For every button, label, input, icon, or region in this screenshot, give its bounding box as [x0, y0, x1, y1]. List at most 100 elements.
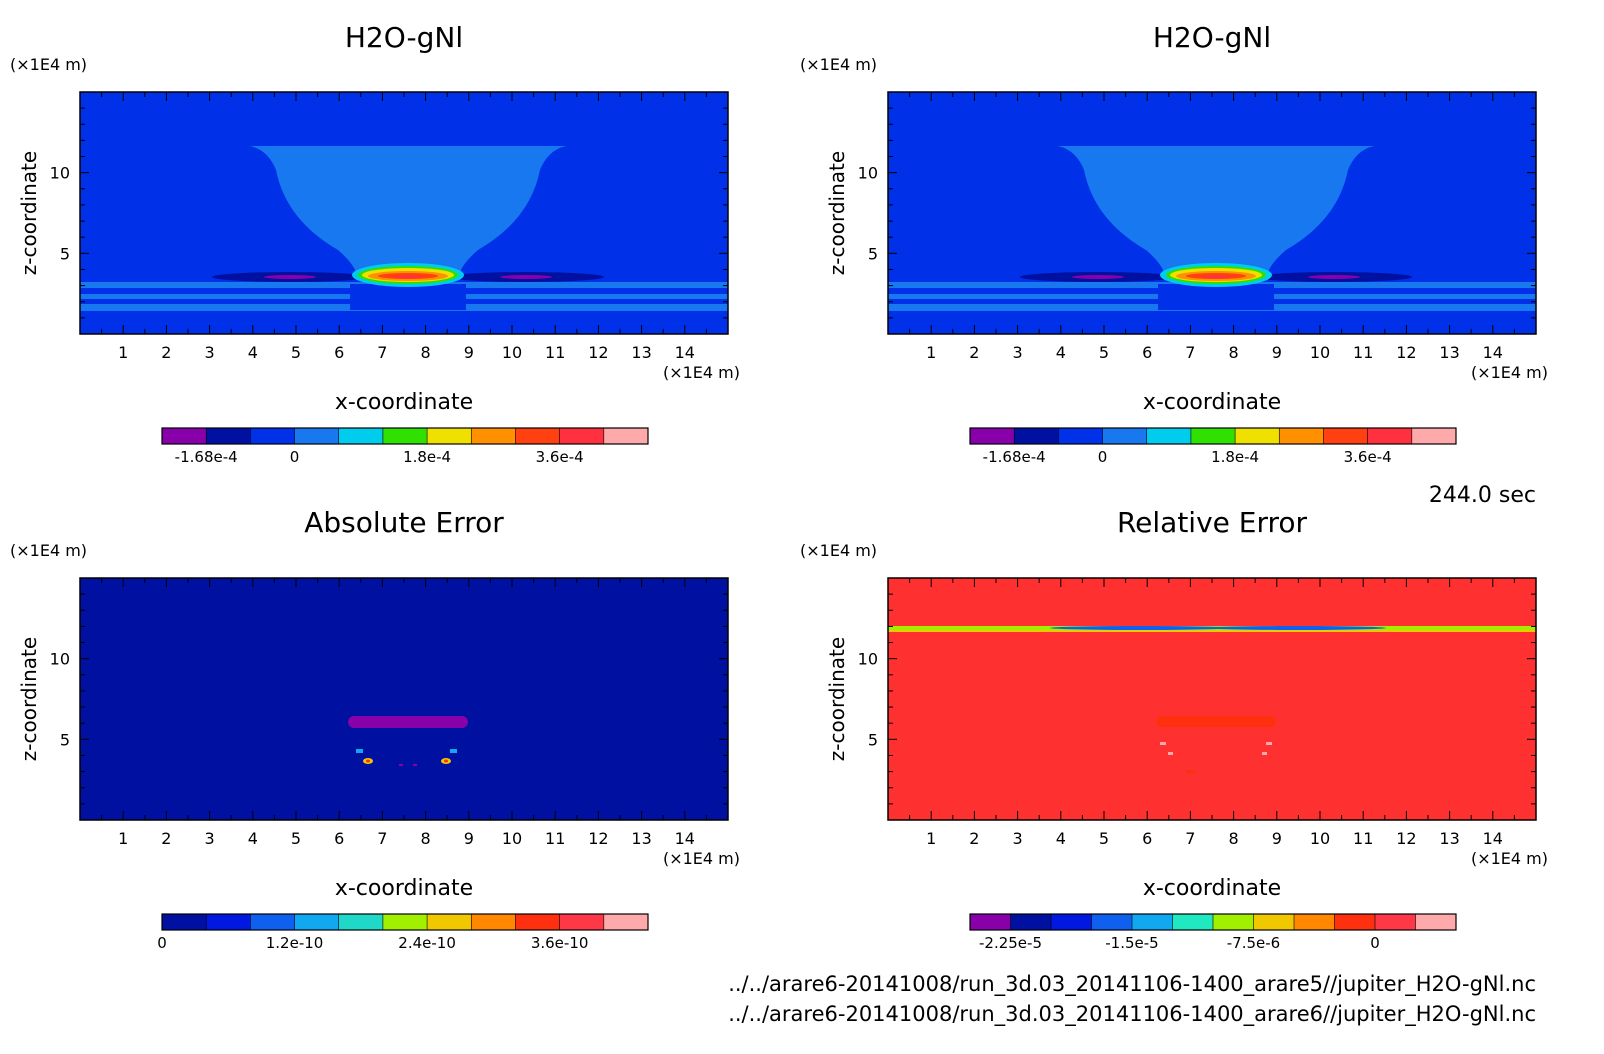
x-tick-label: 6: [1142, 829, 1152, 848]
colorbar-label: 0: [157, 934, 167, 952]
colorbar-label: -7.5e-6: [1227, 934, 1280, 952]
colorbar-swatch: [1091, 914, 1133, 930]
colorbar-swatch: [559, 914, 605, 930]
x-tick-label: 13: [631, 343, 651, 362]
panel-title: Relative Error: [1117, 506, 1308, 539]
x-tick-label: 1: [926, 343, 936, 362]
x-tick-label: 2: [969, 343, 979, 362]
colorbar-swatch: [970, 914, 1011, 930]
y-unit-label: (×1E4 m): [800, 541, 877, 560]
x-tick-label: 14: [675, 343, 695, 362]
y-axis-label: z-coordinate: [825, 151, 849, 275]
x-tick-label: 4: [248, 829, 258, 848]
panel-title: H2O-gNl: [345, 21, 463, 54]
panel-absolute-error: Absolute Error (×1E4 m) 1 2 3 4 5 6 7 8 9 10 11 12 1…: [10, 506, 740, 952]
x-tick-label: 9: [1272, 343, 1282, 362]
colorbar-swatch: [1010, 914, 1052, 930]
x-tick-label: 5: [291, 343, 301, 362]
x-tick-label: 11: [1353, 829, 1373, 848]
colorbar-swatch: [1102, 428, 1148, 444]
x-tick-label: 3: [1013, 343, 1023, 362]
x-tick-label: 4: [1056, 829, 1066, 848]
colorbar-swatch: [603, 428, 649, 444]
x-axis-label: x-coordinate: [335, 876, 473, 901]
colorbar-swatch: [338, 914, 384, 930]
heatmap-field: [80, 92, 728, 334]
heatmap-field: [888, 92, 1536, 334]
colorbar-label: 0: [1098, 448, 1108, 466]
colorbar-swatch: [515, 914, 561, 930]
colorbar-swatch: [294, 428, 340, 444]
x-tick-label: 7: [1185, 343, 1195, 362]
x-tick-label: 12: [588, 343, 608, 362]
colorbar-label: -1.68e-4: [983, 448, 1046, 466]
x-tick-label: 11: [545, 829, 565, 848]
y-tick-label: 5: [868, 730, 878, 749]
x-tick-label: 8: [421, 829, 431, 848]
y-tick-label: 5: [60, 244, 70, 263]
panel-relative-error: Relative Error (×1E4 m) 1 2 3 4 5 6 7 8 9 10 11 12 1…: [800, 506, 1548, 952]
colorbar-swatch: [1146, 428, 1192, 444]
y-tick-label: 10: [50, 650, 70, 669]
panel-title: H2O-gNl: [1153, 21, 1271, 54]
colorbar-label: 0: [1370, 934, 1380, 952]
colorbar-label: 2.4e-10: [398, 934, 456, 952]
x-tick-label: 8: [421, 343, 431, 362]
heatmap-field: [888, 578, 1536, 820]
x-tick-label: 5: [1099, 829, 1109, 848]
y-unit-label: (×1E4 m): [800, 55, 877, 74]
colorbar-swatch: [1334, 914, 1376, 930]
x-tick-label: 10: [1310, 829, 1330, 848]
colorbar-swatch: [1014, 428, 1059, 444]
x-axis-label: x-coordinate: [335, 390, 473, 415]
x-tick-label: 3: [1013, 829, 1023, 848]
colorbar-swatch: [1213, 914, 1254, 930]
x-tick-label: 9: [464, 829, 474, 848]
x-tick-label: 9: [464, 343, 474, 362]
x-tick-label: 5: [1099, 343, 1109, 362]
colorbar-swatch: [382, 428, 428, 444]
x-tick-label: 14: [1483, 829, 1503, 848]
colorbar-swatch: [603, 914, 649, 930]
panel-h2o-left: H2O-gNl (×1E4 m) 1 2 3 4 5 6 7 8 9 10 11 12 13 14510 …: [10, 21, 740, 466]
colorbar-label: 1.8e-4: [1211, 448, 1259, 466]
x-tick-label: 3: [205, 343, 215, 362]
colorbar-label: 1.2e-10: [266, 934, 324, 952]
colorbar-swatch: [1415, 914, 1457, 930]
x-tick-label: 11: [1353, 343, 1373, 362]
colorbar-swatch: [1253, 914, 1295, 930]
colorbar-swatch: [1058, 428, 1104, 444]
x-axis-label: x-coordinate: [1143, 390, 1281, 415]
colorbar-swatch: [1279, 428, 1324, 444]
colorbar-frame: [161, 913, 649, 931]
x-tick-label: 12: [1396, 343, 1416, 362]
x-tick-label: 6: [334, 829, 344, 848]
time-label: 244.0 sec: [1429, 483, 1536, 508]
x-tick-label: 4: [1056, 343, 1066, 362]
x-tick-label: 2: [969, 829, 979, 848]
file-path-line: ../../arare6-20141008/run_3d.03_20141106…: [728, 1002, 1536, 1027]
x-unit-label: (×1E4 m): [1471, 849, 1548, 868]
x-tick-label: 6: [1142, 343, 1152, 362]
x-tick-label: 1: [926, 829, 936, 848]
colorbar-label: -2.25e-5: [979, 934, 1042, 952]
y-tick-label: 5: [60, 730, 70, 749]
colorbar-swatch: [1294, 914, 1335, 930]
colorbar-swatch: [250, 428, 296, 444]
x-tick-label: 11: [545, 343, 565, 362]
x-tick-label: 6: [334, 343, 344, 362]
y-axis-label: z-coordinate: [17, 151, 41, 275]
x-tick-label: 1: [118, 829, 128, 848]
x-tick-label: 9: [1272, 829, 1282, 848]
colorbar-swatch: [338, 428, 384, 444]
colorbar-swatch: [471, 914, 516, 930]
x-tick-label: 10: [1310, 343, 1330, 362]
file-path-line: ../../arare6-20141008/run_3d.03_20141106…: [728, 972, 1536, 997]
colorbar-frame: [969, 427, 1457, 445]
x-tick-label: 3: [205, 829, 215, 848]
colorbar-swatch: [471, 428, 516, 444]
colorbar-swatch: [162, 914, 207, 930]
colorbar-label: -1.5e-5: [1105, 934, 1158, 952]
x-tick-label: 14: [1483, 343, 1503, 362]
x-axis-label: x-coordinate: [1143, 876, 1281, 901]
